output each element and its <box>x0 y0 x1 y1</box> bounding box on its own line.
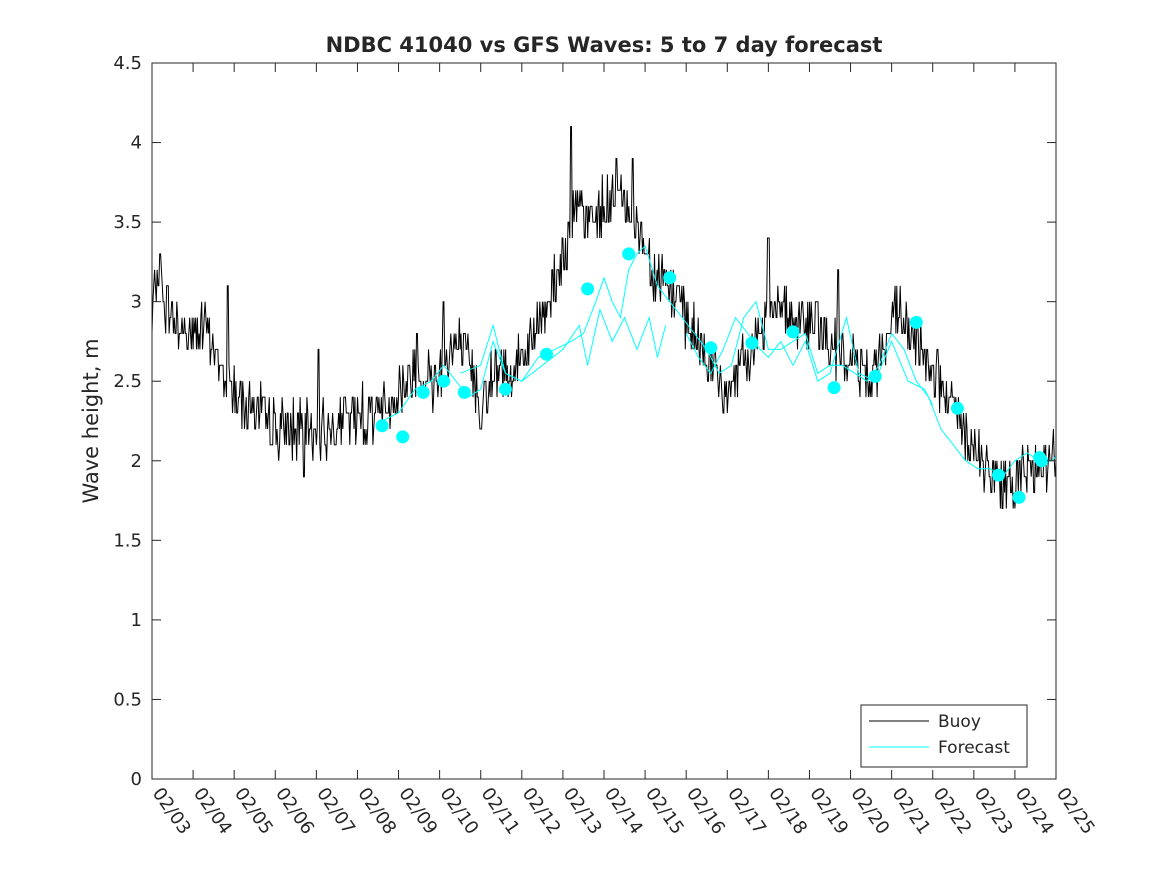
forecast-marker <box>498 382 512 396</box>
forecast-marker <box>868 369 882 383</box>
x-tick-label: 02/23 <box>970 784 1017 839</box>
y-tick-label: 2.5 <box>113 371 142 392</box>
x-tick-label: 02/19 <box>805 784 852 839</box>
x-tick-label: 02/06 <box>271 784 318 839</box>
y-tick-label: 2 <box>131 451 142 472</box>
x-tick-label: 02/22 <box>929 784 976 839</box>
axes-frame <box>151 62 1057 780</box>
forecast-marker <box>992 468 1005 482</box>
forecast-marker <box>663 271 677 285</box>
buoy-series-line <box>151 126 1057 509</box>
legend-label-buoy: Buoy <box>938 712 981 732</box>
x-tick-label: 02/13 <box>559 784 606 839</box>
y-tick-label: 4 <box>131 133 142 154</box>
x-tick-label: 02/24 <box>1011 784 1058 839</box>
y-tick-label: 3 <box>131 292 142 313</box>
x-tick-label: 02/08 <box>353 784 400 839</box>
forecast-marker <box>704 341 718 355</box>
forecast-marker <box>375 419 389 433</box>
plot-area <box>151 126 1057 509</box>
chart-title: NDBC 41040 vs GFS Waves: 5 to 7 day fore… <box>326 33 883 57</box>
y-axis-label: Wave height, m <box>79 338 103 503</box>
x-tick-label: 02/15 <box>641 784 688 839</box>
legend: Buoy Forecast <box>860 704 1028 768</box>
x-tick-label: 02/09 <box>394 784 441 839</box>
x-tick-label: 02/18 <box>764 784 811 839</box>
forecast-marker <box>827 381 841 395</box>
x-tick-label: 02/12 <box>518 784 565 839</box>
forecast-marker <box>437 374 451 388</box>
x-tick-label: 02/16 <box>682 784 729 839</box>
y-tick-label: 1 <box>131 610 142 631</box>
x-tick-label: 02/07 <box>312 784 359 839</box>
forecast-marker <box>1035 454 1049 468</box>
y-tick-label: 4.5 <box>113 53 142 74</box>
y-tick-label: 1.5 <box>113 530 142 551</box>
forecast-marker <box>745 336 759 350</box>
forecast-marker <box>1012 490 1026 504</box>
x-tick-label: 02/10 <box>436 784 483 839</box>
y-tick-label: 0.5 <box>113 689 142 710</box>
x-tick-label: 02/20 <box>846 784 893 839</box>
forecast-marker <box>540 347 553 361</box>
forecast-marker <box>416 385 430 399</box>
x-tick-label: 02/21 <box>888 784 935 839</box>
x-tick-label: 02/03 <box>148 784 195 839</box>
forecast-series-line-2 <box>460 307 667 382</box>
y-tick-label: 3.5 <box>113 212 142 233</box>
x-tick-label: 02/05 <box>230 784 277 839</box>
forecast-series-line-1 <box>381 245 1057 478</box>
forecast-marker <box>457 385 471 399</box>
y-tick-label: 0 <box>131 769 142 790</box>
x-tick-label: 02/14 <box>600 784 647 839</box>
forecast-marker <box>909 315 923 329</box>
forecast-series-line-3 <box>685 315 934 406</box>
x-tick-label: 02/04 <box>189 784 236 839</box>
legend-label-forecast: Forecast <box>938 738 1010 758</box>
forecast-marker <box>950 401 964 415</box>
forecast-marker <box>581 282 595 296</box>
forecast-marker <box>786 325 800 339</box>
forecast-marker <box>396 430 410 444</box>
x-tick-label: 02/17 <box>723 784 770 839</box>
x-tick-label: 02/25 <box>1052 784 1099 839</box>
x-tick-label: 02/11 <box>477 784 524 839</box>
forecast-marker <box>622 247 636 261</box>
legend-box <box>860 704 1028 768</box>
